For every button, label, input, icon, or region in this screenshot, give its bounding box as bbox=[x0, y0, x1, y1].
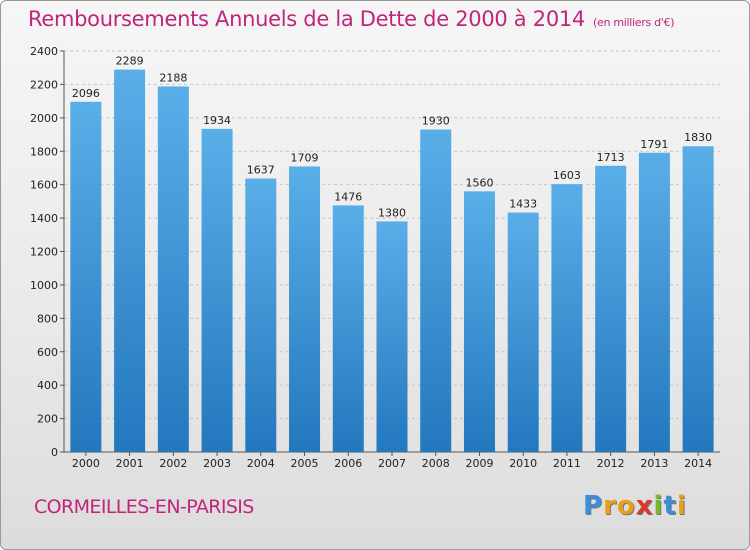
chart-title: Remboursements Annuels de la Dette de 20… bbox=[28, 7, 674, 31]
value-label-2011: 1603 bbox=[553, 169, 581, 182]
logo-letter: x bbox=[635, 491, 654, 521]
bar-2005 bbox=[289, 166, 321, 452]
y-tick-label: 0 bbox=[51, 446, 58, 459]
value-label-2005: 1709 bbox=[291, 151, 319, 164]
bar-2001 bbox=[114, 69, 146, 452]
bar-2009 bbox=[463, 191, 495, 452]
x-tick-label-2008: 2008 bbox=[422, 457, 450, 470]
logo-letter: o bbox=[616, 491, 636, 521]
bar-2004 bbox=[245, 178, 277, 452]
y-tick-label: 2000 bbox=[30, 112, 58, 125]
bar-2011 bbox=[551, 184, 583, 453]
bar-2010 bbox=[507, 212, 539, 452]
value-label-2012: 1713 bbox=[597, 151, 625, 164]
value-label-2000: 2096 bbox=[72, 87, 100, 100]
x-tick-label-2006: 2006 bbox=[334, 457, 362, 470]
y-tick-label: 1800 bbox=[30, 145, 58, 158]
y-tick-label: 2200 bbox=[30, 78, 58, 91]
bar-2000 bbox=[70, 101, 102, 452]
chart-title-text: Remboursements Annuels de la Dette de 20… bbox=[28, 7, 585, 31]
bar-chart: 0 200 400 600 800 1000 1200 1400 1600 1800 2000 220… bbox=[30, 45, 720, 470]
x-tick-label-2004: 2004 bbox=[247, 457, 275, 470]
bar-2008 bbox=[420, 129, 452, 452]
x-tick-label-2001: 2001 bbox=[116, 457, 144, 470]
value-label-2013: 1791 bbox=[640, 138, 668, 151]
y-tick-label: 2400 bbox=[30, 45, 58, 58]
logo-letter: P bbox=[583, 491, 604, 521]
chart-subtitle: (en milliers d'€) bbox=[593, 16, 675, 29]
bars bbox=[70, 69, 714, 453]
y-tick-label: 1400 bbox=[30, 212, 58, 225]
x-tick-label-2014: 2014 bbox=[684, 457, 712, 470]
value-label-2008: 1930 bbox=[422, 115, 450, 128]
value-label-2001: 2289 bbox=[116, 55, 144, 68]
x-tick-label-2013: 2013 bbox=[640, 457, 668, 470]
proxiti-logo[interactable]: Proxiti bbox=[583, 491, 687, 521]
bar-2007 bbox=[376, 221, 408, 452]
city-name: CORMEILLES-EN-PARISIS bbox=[34, 496, 254, 518]
bar-2012 bbox=[595, 165, 627, 452]
y-tick-label: 1600 bbox=[30, 179, 58, 192]
x-tick-label-2009: 2009 bbox=[465, 457, 493, 470]
x-tick-label-2012: 2012 bbox=[597, 457, 625, 470]
value-label-2007: 1380 bbox=[378, 206, 406, 219]
value-label-2002: 2188 bbox=[159, 71, 187, 84]
y-tick-label: 800 bbox=[37, 312, 58, 325]
logo-letter: i bbox=[676, 491, 687, 521]
x-tick-label-2005: 2005 bbox=[291, 457, 319, 470]
value-label-2004: 1637 bbox=[247, 163, 275, 176]
value-label-2006: 1476 bbox=[334, 190, 362, 203]
value-label-2014: 1830 bbox=[684, 131, 712, 144]
y-tick-label: 200 bbox=[37, 413, 58, 426]
x-tick-label-2011: 2011 bbox=[553, 457, 581, 470]
bar-2002 bbox=[157, 86, 189, 453]
logo-letter: i bbox=[653, 491, 664, 521]
x-tick-label-2000: 2000 bbox=[72, 457, 100, 470]
value-label-2009: 1560 bbox=[465, 176, 493, 189]
bar-2006 bbox=[332, 205, 364, 452]
y-tick-label: 400 bbox=[37, 379, 58, 392]
x-tick-label-2007: 2007 bbox=[378, 457, 406, 470]
bar-2014 bbox=[682, 146, 714, 453]
x-tick-label-2002: 2002 bbox=[159, 457, 187, 470]
y-tick-label: 1200 bbox=[30, 246, 58, 259]
y-tick-label: 1000 bbox=[30, 279, 58, 292]
value-label-2010: 1433 bbox=[509, 198, 537, 211]
logo-letter: r bbox=[603, 491, 617, 521]
x-tick-label-2003: 2003 bbox=[203, 457, 231, 470]
logo-letter: t bbox=[663, 491, 677, 521]
x-tick-label-2010: 2010 bbox=[509, 457, 537, 470]
labels: 0 200 400 600 800 1000 1200 1400 1600 1800 2000 220… bbox=[30, 45, 712, 470]
value-label-2003: 1934 bbox=[203, 114, 231, 127]
bar-2003 bbox=[201, 128, 233, 452]
y-tick-label: 600 bbox=[37, 346, 58, 359]
bar-2013 bbox=[638, 152, 670, 452]
